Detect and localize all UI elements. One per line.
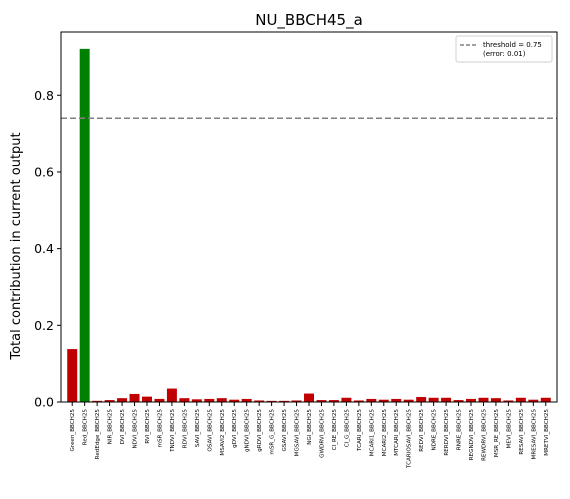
- x-tick-label: NDRE_BBCH25: [432, 409, 438, 451]
- bar: [67, 349, 78, 402]
- plot-frame: [60, 31, 558, 403]
- x-tick-label: NDVI_BBCH25: [133, 409, 139, 449]
- y-tick-label: 0.2: [34, 318, 54, 333]
- x-tick-label: NGI_BBCH25: [307, 409, 313, 445]
- bar: [503, 400, 514, 402]
- x-tick-label: MTCARI_BBCH25: [394, 409, 400, 456]
- bar: [453, 400, 464, 402]
- bar: [92, 400, 103, 402]
- bar: [391, 398, 402, 402]
- x-tick-label: TNDVI_BBCH25: [170, 409, 176, 453]
- x-tick-label: RNRE_BBCH25: [457, 409, 463, 451]
- bar: [241, 398, 252, 402]
- bar: [515, 397, 526, 402]
- bar: [266, 400, 277, 402]
- bar: [466, 398, 476, 402]
- x-tick-label: REWDRVI_BBCH25: [481, 409, 487, 461]
- x-tick-label: Green_BBCH25: [70, 409, 76, 452]
- bar: [353, 400, 364, 402]
- x-tick-label: MRETVI_BBCH25: [544, 409, 550, 456]
- y-tick-label: 0.4: [34, 241, 54, 256]
- x-tick-label: DVI_BBCH25: [120, 409, 126, 445]
- bar: [366, 398, 377, 402]
- y-tick-label: 0.0: [34, 395, 54, 410]
- bar: [179, 398, 190, 402]
- bar: [129, 393, 140, 402]
- x-tick-label: REDVI_BBCH25: [419, 409, 425, 452]
- bar: [304, 393, 314, 402]
- bar: [166, 388, 177, 402]
- bar: [441, 397, 452, 402]
- legend-threshold-label: threshold = 0.75: [483, 41, 542, 49]
- x-tick-label: RVI_BBCH25: [145, 409, 151, 444]
- x-tick-label: MGSAVI_BBCH25: [295, 409, 301, 457]
- x-tick-label: MRESAVI_BBCH25: [531, 409, 537, 460]
- x-tick-label: MEVI_BBCH25: [506, 409, 512, 449]
- x-tick-label: RERDVI_BBCH25: [444, 409, 450, 456]
- bar: [204, 398, 215, 402]
- bar: [79, 48, 90, 403]
- bar: [229, 399, 240, 402]
- x-tick-label: MCARI2_BBCH25: [382, 409, 388, 457]
- bar: [403, 399, 414, 402]
- bar: [540, 397, 551, 402]
- x-tick-label: SAVI_BBCH25: [195, 409, 201, 448]
- bar: [117, 398, 128, 402]
- bar: [528, 399, 539, 402]
- bar: [104, 400, 115, 402]
- x-tick-label: REGNDVI_BBCH25: [469, 409, 475, 461]
- bar: [191, 399, 202, 402]
- x-tick-label: gRDVI_BBCH25: [257, 409, 263, 452]
- bar: [328, 400, 339, 402]
- bar: [378, 399, 389, 402]
- legend-box: [455, 35, 553, 63]
- x-tick-label: MSR_RE_BBCH25: [494, 409, 500, 458]
- x-tick-label: RESAVI_BBCH25: [519, 409, 525, 455]
- plot-area: 0.0 0.2 0.4 0.6 0.8 Green_BBCH25 Red_BBCH25 Red…: [34, 31, 558, 469]
- x-tick-label: GWDRVI_BBCH25: [319, 409, 325, 458]
- legend-threshold-sublabel: (error: 0.01): [483, 50, 526, 58]
- x-tick-label: TCARIOSAVI_BBCH25: [407, 409, 413, 469]
- y-tick-label: 0.8: [34, 88, 54, 103]
- bar: [316, 400, 327, 402]
- x-tick-label: gDVI_BBCH25: [232, 409, 238, 448]
- x-tick-label: RDVI_BBCH25: [182, 409, 188, 449]
- bar: [428, 397, 439, 402]
- x-tick-label: TCARI_BBCH25: [357, 409, 363, 452]
- x-tick-label: mSR_BBCH25: [157, 409, 163, 448]
- bar: [490, 398, 501, 402]
- x-tick-label: MCARI1_BBCH25: [369, 409, 375, 457]
- x-tick-label: OSAVI_BBCH25: [207, 409, 213, 452]
- x-tick-label: GSAVI_BBCH25: [282, 409, 288, 452]
- x-tick-label: NIR_BBCH25: [108, 409, 114, 445]
- x-tick-label: CI_G_BBCH25: [344, 409, 350, 448]
- x-tick-label: Red_BBCH25: [83, 409, 89, 446]
- bar: [142, 396, 152, 402]
- x-tick-label: mSR_G_BBCH25: [270, 409, 276, 455]
- bar: [416, 397, 427, 402]
- bar: [478, 397, 489, 402]
- x-tick-label: CI_RE_BBCH25: [332, 409, 338, 451]
- bar: [216, 398, 227, 402]
- chart-title: NU_BBCH45_a: [255, 11, 363, 30]
- bar: [291, 400, 302, 402]
- y-tick-label: 0.6: [34, 164, 54, 179]
- bar: [341, 397, 352, 402]
- x-tick-label: RedEdge_BBCH25: [95, 409, 101, 460]
- bar: [254, 400, 265, 402]
- x-tick-label: gNDVI_BBCH25: [245, 409, 251, 452]
- x-tick-label: MSAVI2_BBCH25: [220, 409, 226, 456]
- bar: [279, 400, 290, 402]
- bar: [154, 398, 165, 402]
- y-axis-label: Total contribution in current output: [9, 132, 24, 360]
